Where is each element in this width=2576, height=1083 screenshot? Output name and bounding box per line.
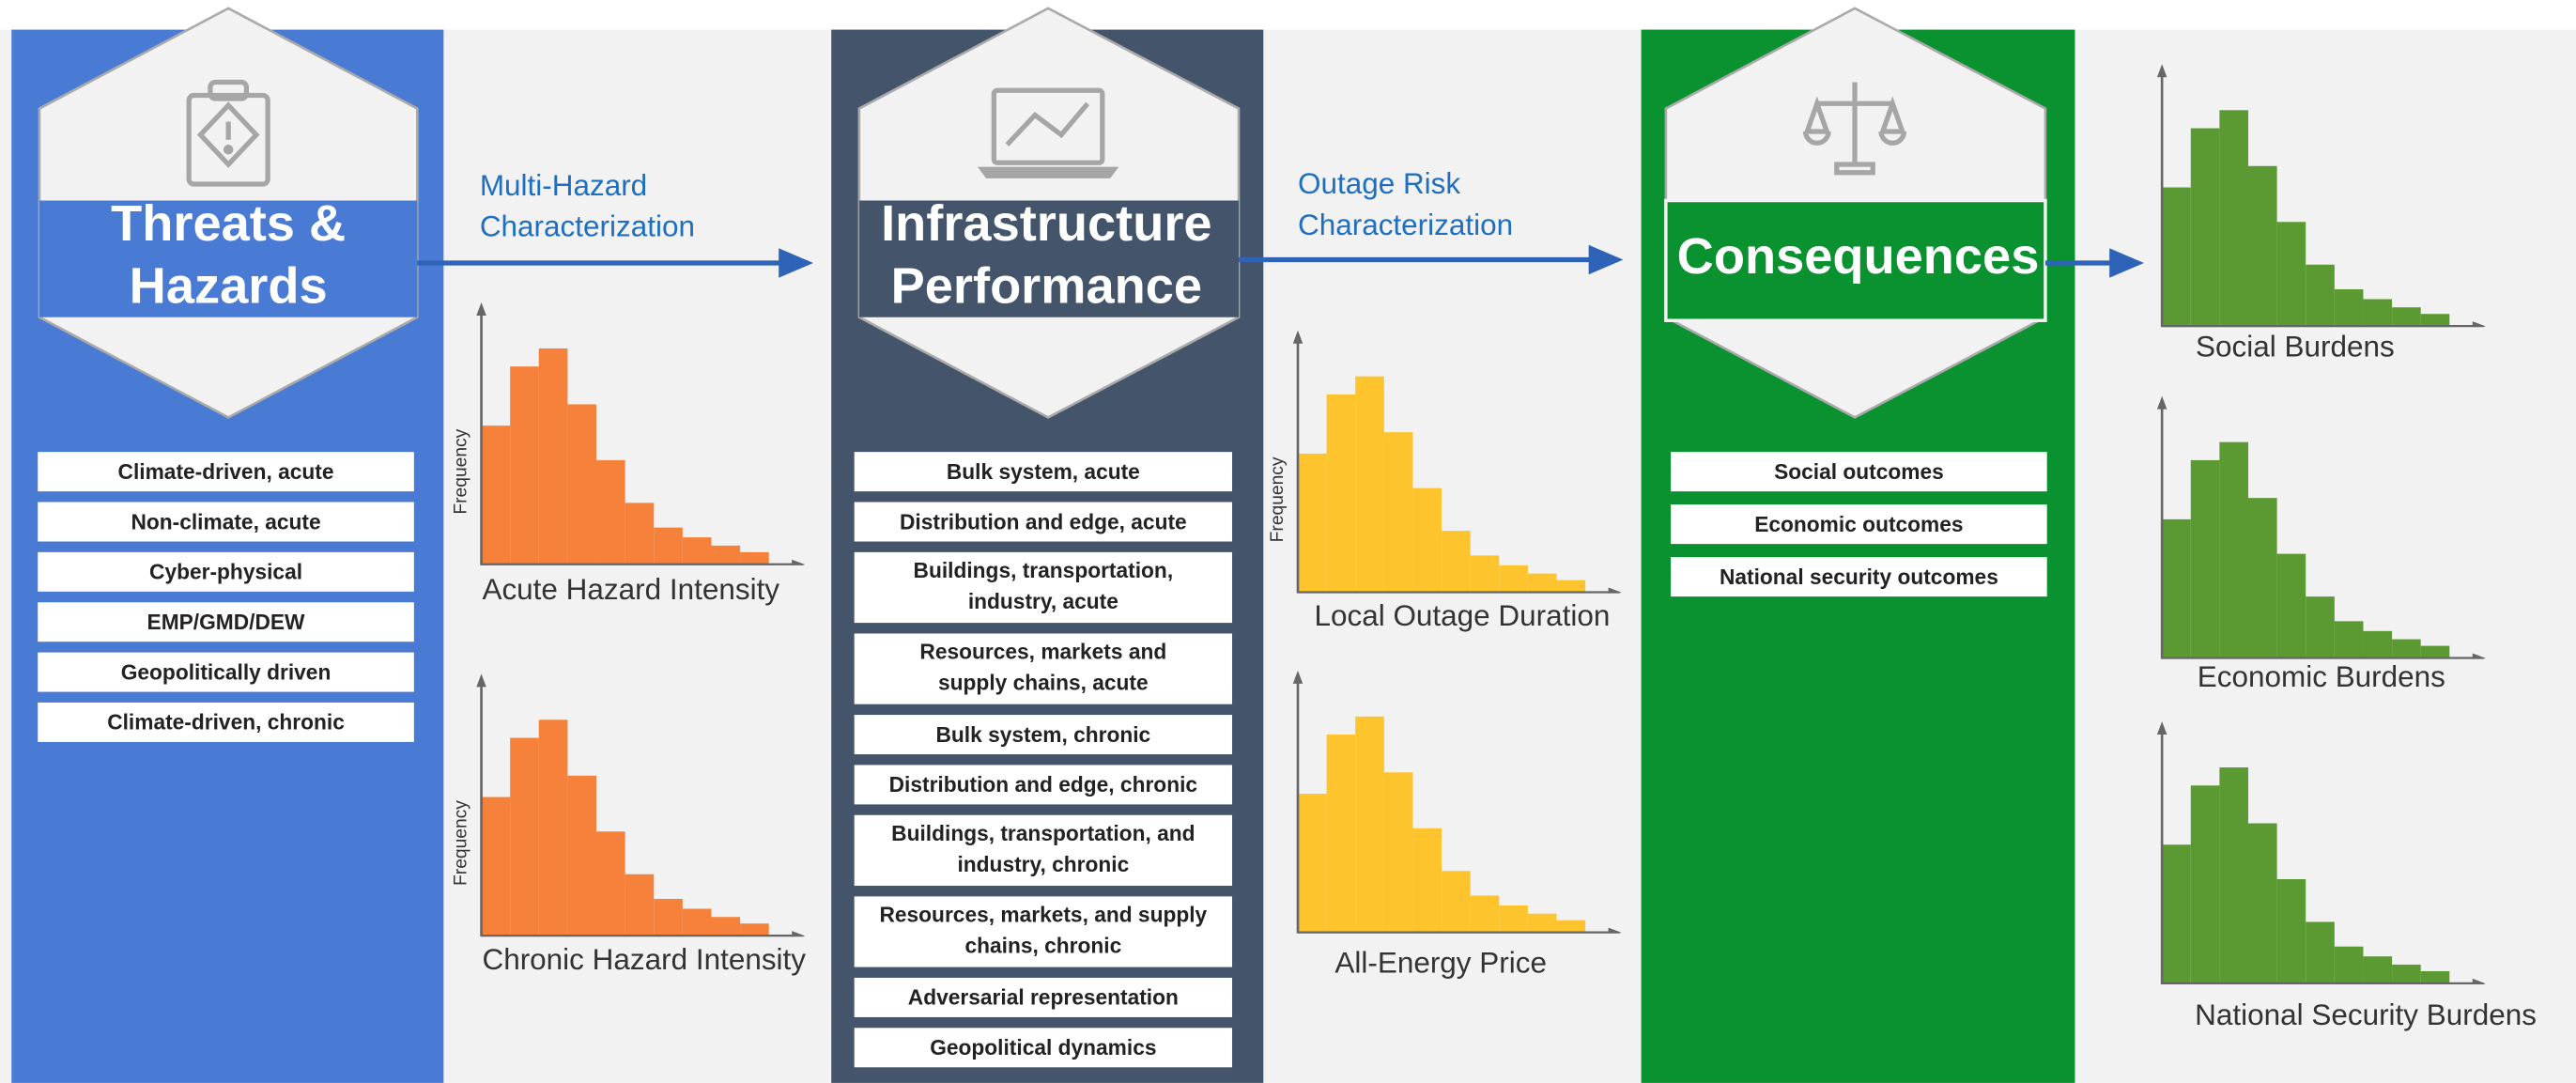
list-item-box xyxy=(854,765,1233,805)
list-item: industry, chronic xyxy=(957,852,1129,876)
list-item: Bulk system, acute xyxy=(947,459,1140,484)
list-item-box xyxy=(854,551,1233,624)
list-item: industry, acute xyxy=(968,589,1118,613)
list-item-box xyxy=(854,896,1233,967)
list-item-box xyxy=(854,977,1233,1017)
list-item: Climate-driven, acute xyxy=(118,459,334,484)
list-item-box xyxy=(1671,504,2047,545)
list-item: Buildings, transportation, xyxy=(914,558,1174,582)
histogram-label: Social Burdens xyxy=(2196,330,2395,363)
list-item: Bulk system, chronic xyxy=(936,722,1151,747)
list-item-box xyxy=(854,633,1233,704)
list-item: Non-climate, acute xyxy=(131,509,320,534)
clipboard-icon xyxy=(186,79,270,187)
list-item-box xyxy=(38,702,414,742)
column-title: Performance xyxy=(891,257,1202,314)
column-title: Infrastructure xyxy=(881,195,1212,252)
y-axis-label: Frequency xyxy=(452,800,471,886)
list-item-box xyxy=(38,602,414,642)
list-item-box xyxy=(854,502,1233,542)
list-item: National security outcomes xyxy=(1720,565,1998,589)
infrastructure-hexagon xyxy=(857,7,1241,419)
list-item: Adversarial representation xyxy=(908,985,1179,1010)
list-item: Resources, markets and xyxy=(919,639,1166,663)
list-item: Buildings, transportation, and xyxy=(891,821,1195,845)
list-item-box xyxy=(38,452,414,492)
list-item: Cyber-physical xyxy=(149,560,302,584)
list-item-box xyxy=(38,551,414,592)
arrow-label: Multi-Hazard xyxy=(480,169,647,202)
list-item-box xyxy=(854,452,1233,492)
arrow-label: Characterization xyxy=(1298,209,1513,241)
scale-icon xyxy=(1802,82,1907,176)
list-item: Economic outcomes xyxy=(1754,512,1963,536)
histogram-label: All-Energy Price xyxy=(1334,946,1547,979)
list-item-box xyxy=(854,814,1233,886)
histogram-label: Chronic Hazard Intensity xyxy=(482,943,806,976)
list-item-box xyxy=(1671,557,2047,597)
histogram-label: National Security Burdens xyxy=(2195,998,2537,1031)
y-axis-label: Frequency xyxy=(1268,456,1288,542)
column-title: Hazards xyxy=(130,257,328,314)
list-item: supply chains, acute xyxy=(938,671,1149,695)
list-item: chains, chronic xyxy=(964,934,1121,958)
list-item-box xyxy=(38,652,414,692)
list-item: EMP/GMD/DEW xyxy=(147,610,306,634)
list-item-box xyxy=(854,1028,1233,1068)
list-item: Social outcomes xyxy=(1774,459,1944,484)
threats-hexagon xyxy=(38,7,419,419)
list-item-box xyxy=(38,502,414,542)
list-item-box xyxy=(1671,452,2047,492)
list-item: Geopolitically driven xyxy=(121,659,332,684)
column-title: Threats & xyxy=(111,195,346,252)
list-item: Climate-driven, chronic xyxy=(107,710,345,735)
laptop-icon xyxy=(977,87,1119,178)
arrow-label: Characterization xyxy=(480,210,695,243)
column-title: Consequences xyxy=(1677,228,2040,285)
histogram-label: Local Outage Duration xyxy=(1314,599,1610,632)
histogram-label: Acute Hazard Intensity xyxy=(482,573,779,606)
list-item-box xyxy=(854,715,1233,755)
list-item: Resources, markets, and supply xyxy=(879,902,1207,926)
list-item: Distribution and edge, acute xyxy=(900,509,1187,534)
list-item: Geopolitical dynamics xyxy=(930,1035,1156,1060)
arrow-label: Outage Risk xyxy=(1298,167,1460,200)
y-axis-label: Frequency xyxy=(452,428,471,514)
histogram-label: Economic Burdens xyxy=(2198,660,2445,693)
list-item: Distribution and edge, chronic xyxy=(889,772,1197,797)
consequences-hexagon xyxy=(1664,7,2047,419)
